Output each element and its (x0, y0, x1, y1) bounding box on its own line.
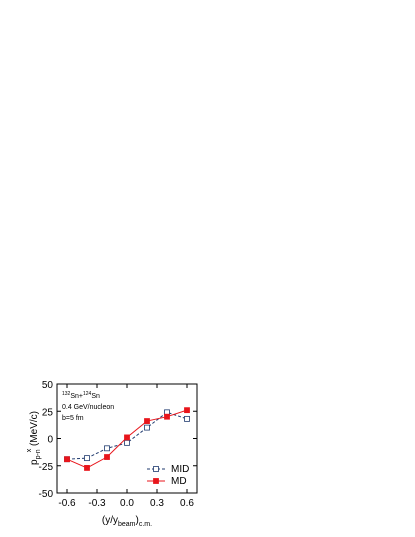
system-label: 132Sn+124Sn (62, 391, 100, 400)
impact-label: b=5 fm (62, 415, 84, 422)
point (144, 424, 150, 431)
point (104, 445, 110, 452)
y-label-sub: p-n (35, 449, 42, 459)
y-label-sup: x (26, 448, 33, 452)
point (124, 434, 130, 441)
point (124, 439, 130, 446)
y-label-main: p (29, 459, 40, 465)
y-tick-label: 25 (42, 407, 54, 418)
x-tick-label: 0.3 (150, 498, 164, 509)
element: Sn (91, 393, 100, 400)
mass: 132 (62, 391, 71, 397)
x-tick-label: 0.0 (120, 498, 134, 509)
x-tick-label: -0.6 (58, 498, 76, 509)
point (84, 455, 90, 462)
legend-label: MID (171, 464, 189, 475)
point (164, 413, 170, 420)
point (184, 407, 190, 414)
y-tick-label: 0 (47, 435, 53, 446)
y-tick-label: 50 (42, 380, 54, 391)
point (184, 415, 190, 422)
x-tick-label: 0.6 (180, 498, 194, 509)
x-tick-label: -0.3 (88, 498, 106, 509)
x-label-sub: c.m. (139, 521, 152, 528)
point (104, 454, 110, 460)
y-axis-label: pp-nx (MeV/c) (26, 411, 42, 465)
legend-marker (153, 466, 159, 472)
y-tick-label: -25 (39, 462, 54, 473)
y-tick-label: -50 (39, 489, 54, 500)
x-label-main: (y/y (102, 515, 118, 526)
legend-label: MD (171, 476, 187, 487)
x-label-close: ) (136, 515, 139, 526)
element: Sn+ (70, 393, 83, 400)
x-axis-label: (y/ybeam)c.m. (102, 515, 152, 528)
point (144, 418, 150, 424)
mass: 124 (83, 391, 92, 397)
y-label-unit: (MeV/c) (29, 411, 40, 449)
legend-marker (153, 478, 159, 484)
x-label-sub: beam (118, 521, 136, 528)
point (64, 456, 70, 463)
point (84, 465, 90, 471)
energy-label: 0.4 GeV/nucleon (62, 404, 114, 411)
